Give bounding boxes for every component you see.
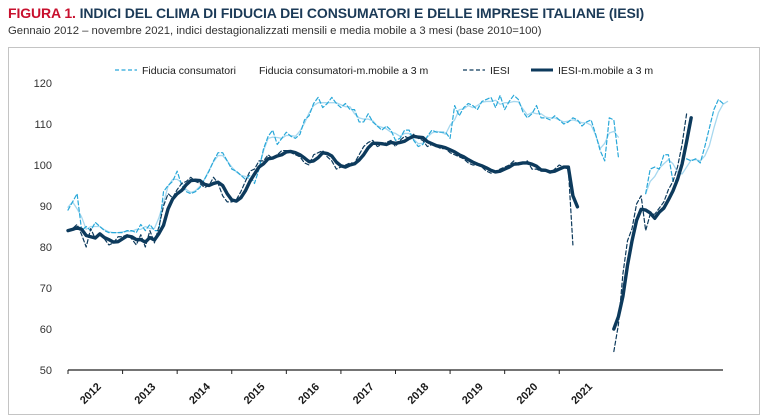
x-tick-label-2020: 2020 xyxy=(515,381,541,407)
x-tick-label-2017: 2017 xyxy=(351,381,377,407)
y-tick-label-70: 70 xyxy=(40,283,52,295)
y-tick-label-90: 90 xyxy=(40,201,52,213)
legend-label-iesi-ma-line: IESI-m.mobile a 3 m xyxy=(558,65,653,77)
x-tick-label-2019: 2019 xyxy=(460,381,486,407)
figure-label: FIGURA 1. xyxy=(8,5,76,21)
chart-panel: 50 60 70 80 90 100 110 120 2012 2013 2014 2015 2016 2… xyxy=(8,47,760,415)
x-tick-label-2012: 2012 xyxy=(78,381,104,407)
x-tick-label-2018: 2018 xyxy=(405,381,431,407)
iesi-ma-line xyxy=(66,116,693,331)
x-tick-label-2015: 2015 xyxy=(242,381,268,407)
y-tick-label-50: 50 xyxy=(40,365,52,377)
legend-label-consumer-confidence-line: Fiducia consumatori xyxy=(142,65,236,77)
figure-title: FIGURA 1. INDICI DEL CLIMA DI FIDUCIA DE… xyxy=(8,5,644,21)
x-tick-label-2021: 2021 xyxy=(569,381,595,407)
legend-label-iesi-line: IESI xyxy=(490,65,510,77)
figure-title-text: INDICI DEL CLIMA DI FIDUCIA DEI CONSUMAT… xyxy=(79,5,645,21)
y-tick-label-60: 60 xyxy=(40,324,52,336)
figure-subtitle: Gennaio 2012 – novembre 2021, indici des… xyxy=(8,25,542,37)
x-tick-label-2013: 2013 xyxy=(133,381,159,407)
y-tick-label-120: 120 xyxy=(34,78,52,90)
y-tick-label-110: 110 xyxy=(34,119,52,131)
x-tick-label-2016: 2016 xyxy=(296,381,322,407)
confidence-line-chart: 50 60 70 80 90 100 110 120 2012 2013 2014 2015 2016 2… xyxy=(34,65,729,407)
y-tick-label-100: 100 xyxy=(34,160,52,172)
x-tick-label-2014: 2014 xyxy=(187,380,213,406)
y-tick-label-80: 80 xyxy=(40,242,52,254)
legend-label-consumer-confidence-ma-line: Fiducia consumatori-m.mobile a 3 m xyxy=(259,65,428,77)
iesi-line xyxy=(67,113,688,353)
